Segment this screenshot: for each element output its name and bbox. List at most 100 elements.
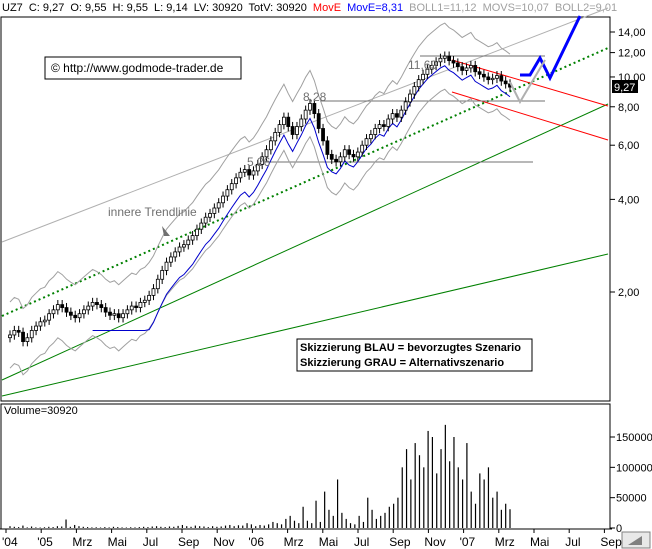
candle-body (21, 331, 25, 342)
candle-body (95, 302, 99, 306)
volume-series (9, 424, 511, 528)
candle-body (225, 189, 230, 197)
header-movs: MOVS=10,07 (483, 2, 549, 14)
candle-body (434, 61, 438, 66)
candle-body (334, 158, 338, 163)
candle-body (173, 251, 178, 258)
candle-body (134, 305, 138, 308)
candle-body (99, 304, 104, 308)
candle-body (182, 244, 186, 248)
time-tick-label: '05 (37, 535, 53, 549)
price-panel-frame (0, 16, 611, 402)
candle-body (308, 103, 312, 111)
time-axis: '04 '05 Mrz Mai Jul Sep Nov '06 Mrz Mai Jul Sep Nov '… (2, 529, 622, 549)
price-tick-label: 4,00 (618, 194, 639, 206)
candle-body (268, 140, 273, 151)
candle-body (386, 118, 391, 127)
price-tick-label: 8,00 (618, 102, 639, 114)
watermark-box (44, 56, 242, 80)
time-tick-label: Mai (108, 535, 127, 549)
candle-body (490, 77, 495, 81)
header-close: C: 9,27 (29, 2, 64, 14)
header-move-value: MovE=8,31 (347, 2, 403, 14)
candle-body (160, 270, 165, 280)
candle-body (16, 330, 21, 333)
volume-tick-label: 150000 (616, 432, 652, 444)
candle-body (477, 71, 482, 75)
header-boll1: BOLL1=11,12 (409, 2, 476, 14)
upper-grey-channel-line (1, 7, 609, 243)
candle-body (486, 76, 491, 81)
candle-body (295, 126, 299, 135)
candle-body (234, 177, 238, 185)
candle-body (216, 202, 221, 209)
candle-body (47, 313, 52, 321)
candle-body (25, 337, 30, 342)
time-tick-label: Mrz (495, 535, 515, 549)
candle-body (421, 73, 425, 81)
price-tick-label: 2,00 (618, 287, 639, 299)
candle-body (499, 75, 504, 82)
price-tick-label: 12,00 (618, 48, 646, 60)
header-symbol: UZ7 C: 9,27 O: 9,55 H: 9,55 L: 9,14 LV: … (2, 2, 617, 14)
candle-body (290, 126, 295, 135)
candle-body (403, 101, 408, 111)
candle-body (338, 156, 343, 163)
candle-body (142, 299, 147, 303)
time-tick-label: '06 (248, 535, 264, 549)
moving-average-line (92, 65, 511, 331)
blue-scenario-path (520, 15, 582, 82)
candle-body (203, 216, 208, 224)
candle-body (86, 305, 91, 311)
candle-body (351, 154, 356, 158)
time-tick-label: Nov (213, 535, 234, 549)
trendline-arrow (162, 226, 170, 236)
candle-body (177, 246, 182, 253)
last-price-tag-bg (612, 80, 638, 93)
time-tick-label: Sep (389, 535, 411, 549)
candle-body (238, 171, 243, 179)
header-totv: TotV: 30920 (249, 2, 307, 14)
candle-body (60, 304, 65, 308)
legend-blue-text: Skizzierung BLAU = bevorzugtes Szenario (300, 342, 521, 354)
candle-body (473, 65, 478, 73)
candle-body (286, 116, 291, 127)
candle-body (360, 144, 365, 153)
label-526: 5,26 (247, 155, 271, 169)
time-tick-label: Nov (424, 535, 445, 549)
candle-body (212, 207, 217, 214)
candle-body (382, 124, 386, 127)
time-tick-label: Mrz (284, 535, 304, 549)
candle-body (355, 151, 360, 158)
candle-body (147, 294, 152, 301)
candle-body (438, 57, 443, 63)
candle-body (77, 313, 82, 319)
candle-body (373, 128, 378, 135)
candle-body (277, 124, 282, 133)
candle-body (138, 302, 143, 308)
candle-body (12, 330, 17, 336)
time-tick-label: Mai (530, 535, 549, 549)
candle-body (208, 213, 212, 218)
candle-body (395, 113, 399, 118)
candle-body (399, 109, 404, 118)
candle-body (247, 169, 252, 176)
candle-body (495, 75, 499, 79)
trend-lines (1, 7, 609, 397)
label-828: 8,28 (303, 90, 327, 104)
candle-body (425, 68, 430, 75)
candle-body (377, 124, 382, 129)
candle-body (108, 311, 112, 316)
candle-body (129, 305, 134, 311)
time-tick-label: Sep (600, 535, 622, 549)
candle-body (364, 138, 369, 146)
green-trendline-steep (1, 103, 609, 381)
candle-body (451, 60, 456, 64)
candle-body (342, 149, 347, 158)
candle-body (42, 319, 47, 323)
candle-body (390, 113, 395, 120)
volume-label: Volume=30920 (4, 405, 78, 417)
volume-tick-label: 0 (616, 523, 622, 535)
candle-body (112, 313, 117, 316)
last-price-tag: 9,27 (614, 82, 635, 94)
